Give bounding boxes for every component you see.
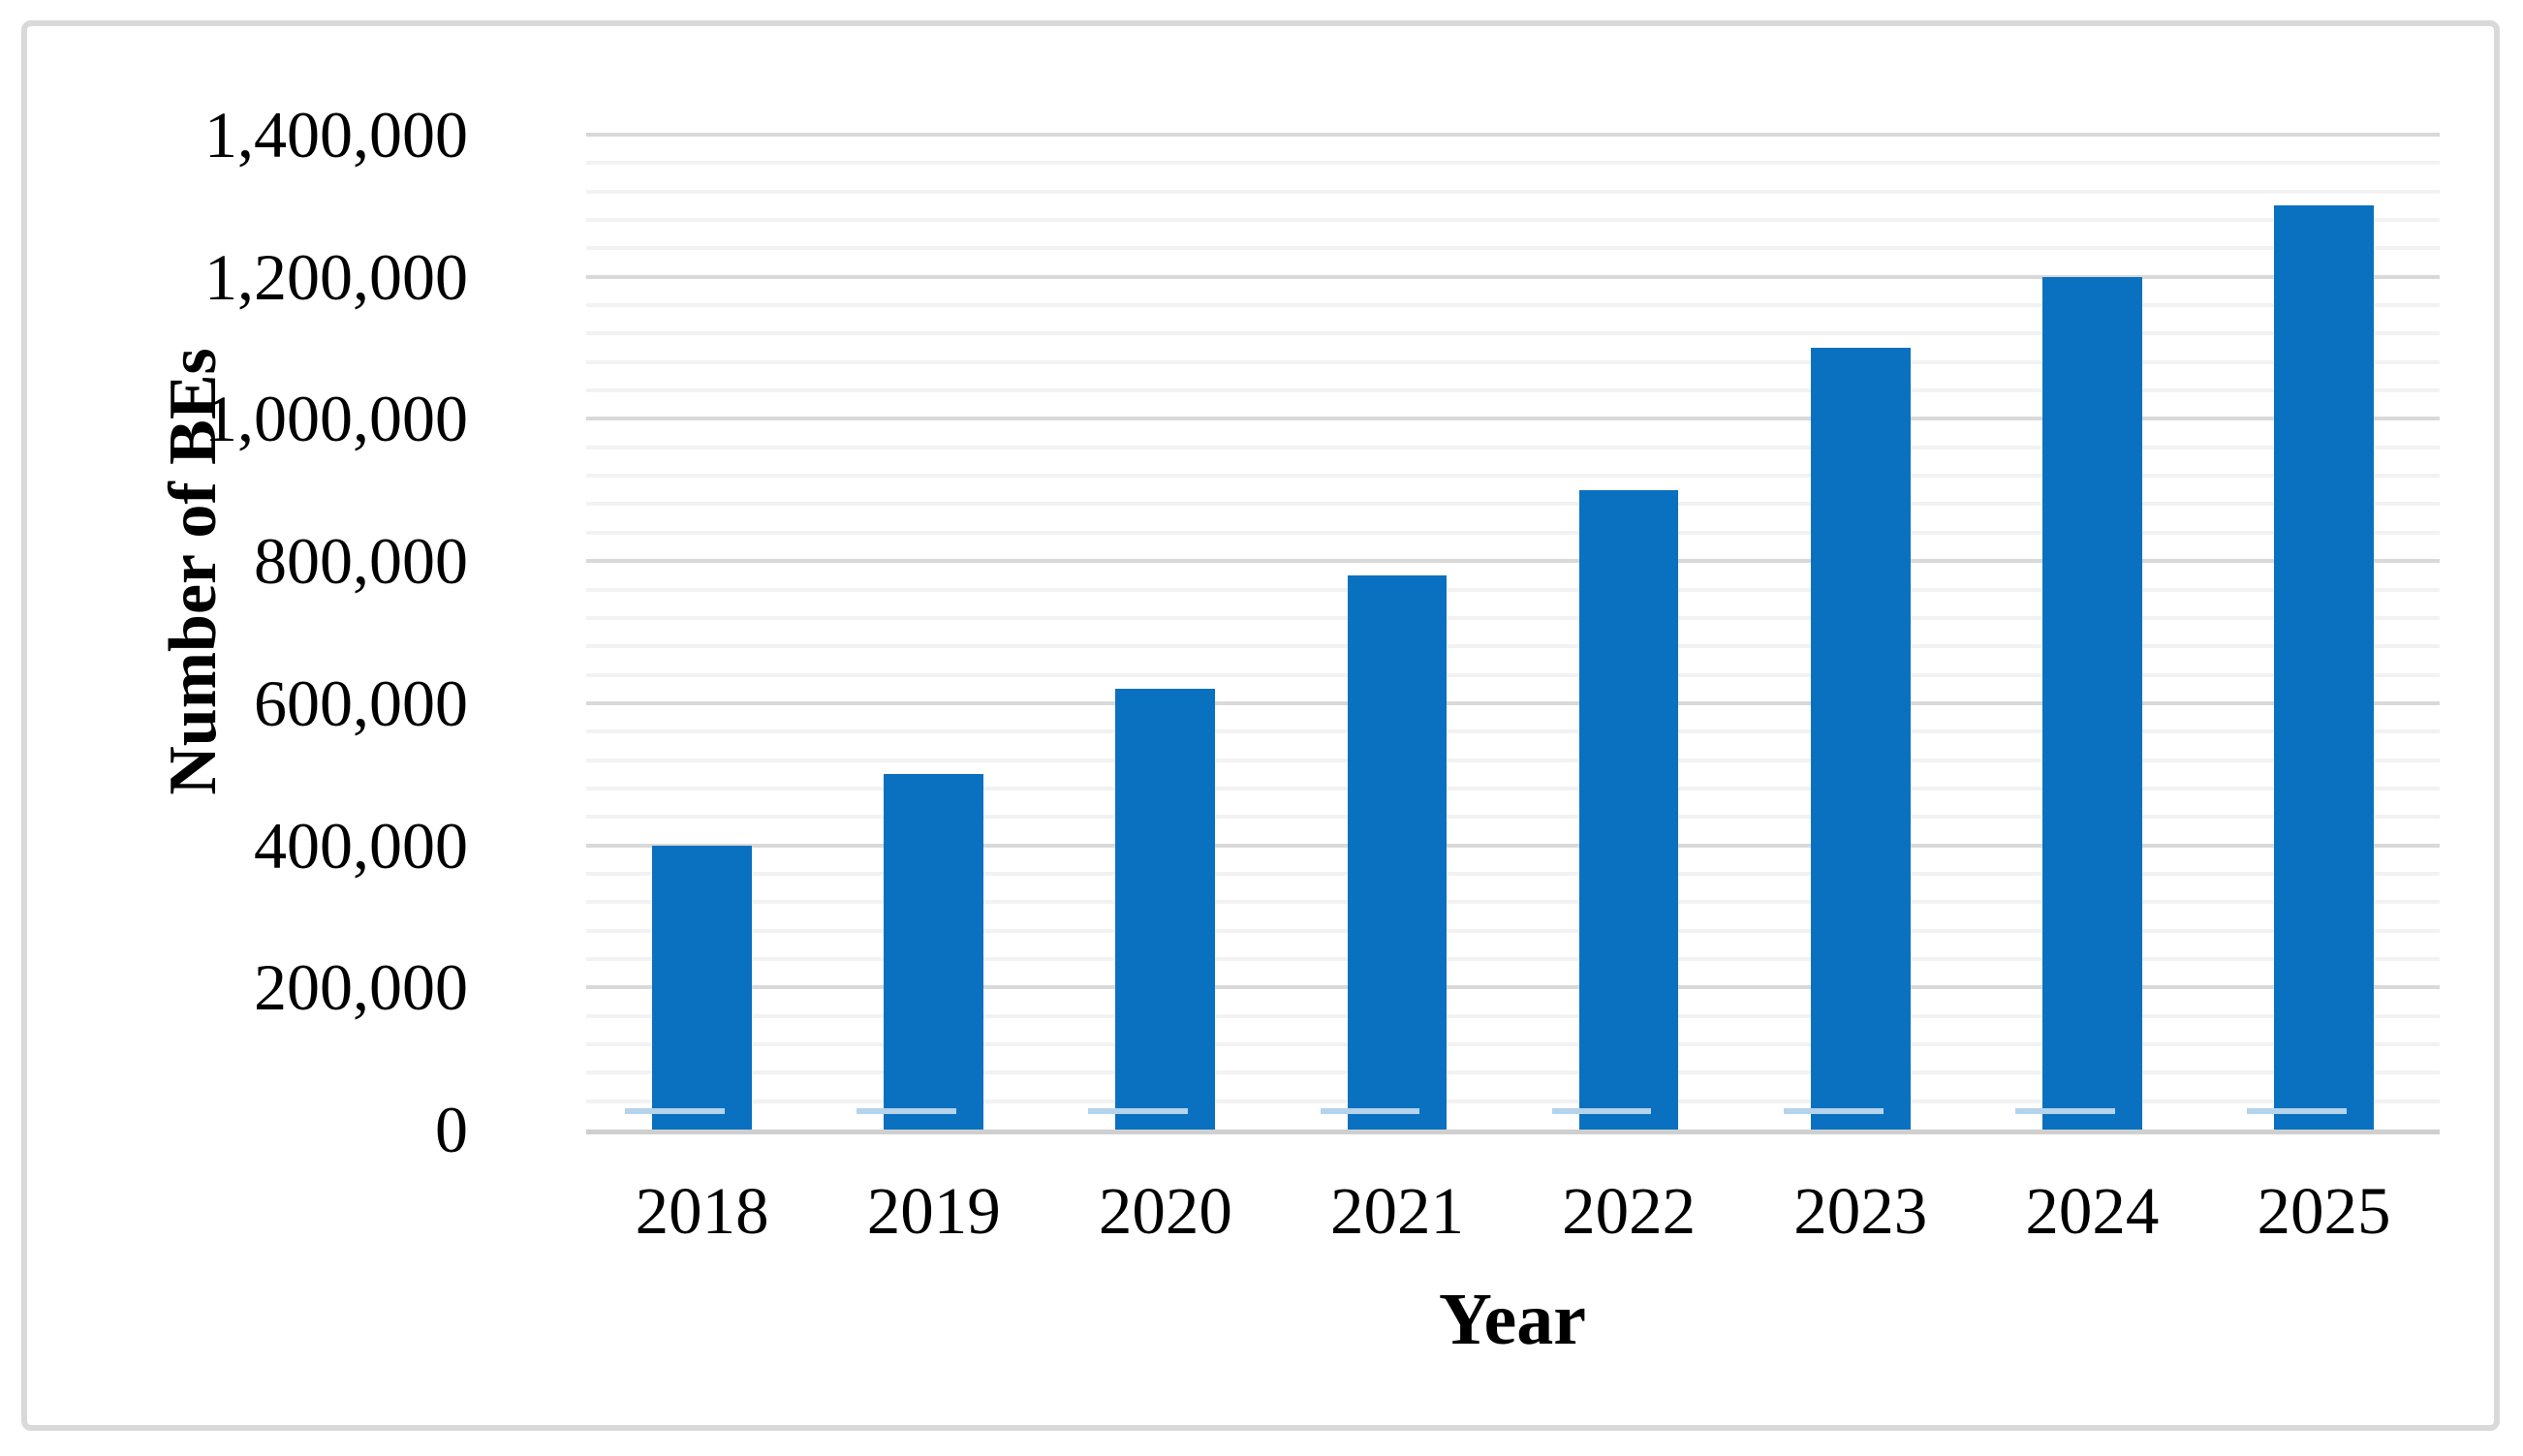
- minor-gridline: [586, 474, 2440, 479]
- major-gridline: [586, 843, 2440, 848]
- y-tick-label: 400,000: [254, 808, 468, 883]
- minor-gridline: [586, 161, 2440, 166]
- minor-gridline: [586, 530, 2440, 535]
- major-gridline: [586, 274, 2440, 279]
- y-tick-label: 800,000: [254, 524, 468, 599]
- minor-gridline: [586, 445, 2440, 449]
- minor-gridline: [586, 786, 2440, 790]
- bar-2025: [2274, 205, 2374, 1130]
- major-gridline: [586, 417, 2440, 421]
- minor-gridline: [586, 729, 2440, 734]
- minor-gridline: [586, 956, 2440, 961]
- bar-2021: [1347, 574, 1448, 1130]
- bar-shadow: [625, 1107, 725, 1114]
- y-tick-label: 200,000: [254, 950, 468, 1025]
- bar-2019: [884, 774, 984, 1130]
- y-tick-label: 1,200,000: [204, 239, 468, 314]
- minor-gridline: [586, 1070, 2440, 1075]
- minor-gridline: [586, 388, 2440, 393]
- y-tick-label: 1,400,000: [204, 98, 468, 171]
- bar-2020: [1115, 689, 1216, 1130]
- y-tick-label: 1,000,000: [204, 382, 468, 456]
- bar-shadow: [857, 1107, 957, 1114]
- y-axis-title: Number of BEs: [156, 348, 231, 795]
- x-tick-label: 2019: [866, 1174, 1001, 1248]
- minor-gridline: [586, 758, 2440, 762]
- bar-shadow: [2014, 1107, 2115, 1114]
- bar-shadow: [1783, 1107, 1884, 1114]
- y-tick-label: 0: [435, 1093, 468, 1166]
- minor-gridline: [586, 900, 2440, 905]
- bar-2024: [2041, 276, 2142, 1130]
- bar-shadow: [1320, 1107, 1420, 1114]
- x-tick-label: 2021: [1329, 1174, 1464, 1248]
- minor-gridline: [586, 615, 2440, 620]
- bar-2023: [1810, 348, 1911, 1130]
- bar-shadow: [1088, 1107, 1189, 1114]
- plot-area: [586, 133, 2440, 1130]
- minor-gridline: [586, 303, 2440, 308]
- x-tick-label: 2024: [2025, 1174, 2160, 1248]
- x-tick-label: 2025: [2257, 1174, 2391, 1248]
- minor-gridline: [586, 871, 2440, 876]
- minor-gridline: [586, 928, 2440, 933]
- y-tick-label: 600,000: [254, 666, 468, 740]
- x-tick-label: 2020: [1098, 1174, 1232, 1248]
- minor-gridline: [586, 672, 2440, 677]
- minor-gridline: [586, 1041, 2440, 1046]
- chart-border-frame: Number of BEs 0 200,000 400,000 600,000 800,…: [21, 20, 2500, 1431]
- minor-gridline: [586, 587, 2440, 592]
- bar-2022: [1578, 489, 1679, 1130]
- x-axis-line: [586, 1130, 2440, 1134]
- bar-shadow: [1551, 1107, 1652, 1114]
- minor-gridline: [586, 815, 2440, 820]
- minor-gridline: [586, 502, 2440, 507]
- minor-gridline: [586, 1099, 2440, 1103]
- major-gridline: [586, 700, 2440, 705]
- minor-gridline: [586, 218, 2440, 223]
- x-tick-label: 2022: [1562, 1174, 1697, 1248]
- x-tick-label: 2018: [635, 1174, 769, 1248]
- major-gridline: [586, 559, 2440, 564]
- minor-gridline: [586, 644, 2440, 649]
- minor-gridline: [586, 246, 2440, 251]
- minor-gridline: [586, 359, 2440, 364]
- bar-shadow: [2247, 1107, 2347, 1114]
- bar-2018: [652, 845, 752, 1130]
- x-tick-label: 2023: [1793, 1174, 1928, 1248]
- major-gridline: [586, 985, 2440, 990]
- minor-gridline: [586, 331, 2440, 336]
- x-axis-title: Year: [1439, 1279, 1586, 1360]
- minor-gridline: [586, 1013, 2440, 1018]
- major-gridline: [586, 133, 2440, 137]
- minor-gridline: [586, 189, 2440, 194]
